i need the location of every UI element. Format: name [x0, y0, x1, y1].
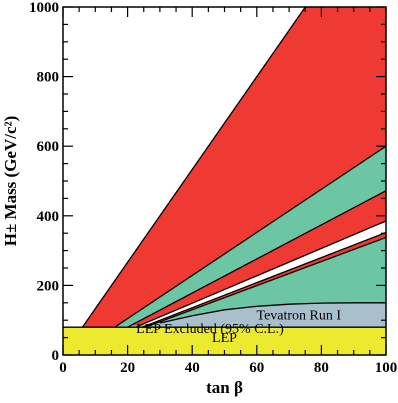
y-tick-label: 800 [37, 70, 60, 86]
region-lep [63, 327, 386, 355]
x-tick-label: 40 [185, 360, 200, 376]
x-tick-label: 60 [249, 360, 264, 376]
annotation-1: LEP Excluded (95% C.L.) [136, 322, 284, 337]
y-axis-label: H± Mass (GeV/c²) [1, 116, 20, 247]
y-tick-label: 600 [37, 139, 60, 155]
region-red-top [82, 7, 387, 328]
region-tevatron [95, 302, 387, 328]
x-axis-label: tan β [206, 378, 243, 397]
boundary-line-0 [81, 6, 306, 328]
annotation-0: Tevatron Run I [257, 309, 342, 324]
boundary-line-2 [127, 190, 387, 328]
plot-frame [62, 6, 387, 356]
y-tick-label: 400 [37, 209, 60, 225]
boundary-line-5 [145, 236, 387, 328]
axis-ticks [62, 6, 387, 356]
x-tick-label: 80 [314, 360, 329, 376]
y-tick-label: 200 [37, 278, 60, 294]
boundary-line-1 [114, 145, 387, 328]
x-tick-label: 20 [120, 360, 135, 376]
y-tick-label: 0 [52, 348, 60, 364]
annotation-2: LEP [212, 331, 237, 346]
chart-boundaries [63, 6, 387, 328]
x-tick-label: 0 [59, 360, 67, 376]
boundary-line-3 [135, 220, 387, 328]
x-tick-label: 100 [375, 360, 398, 376]
y-tick-label: 1000 [29, 0, 59, 16]
boundary-line-6 [159, 302, 386, 324]
boundary-line-4 [141, 231, 387, 328]
